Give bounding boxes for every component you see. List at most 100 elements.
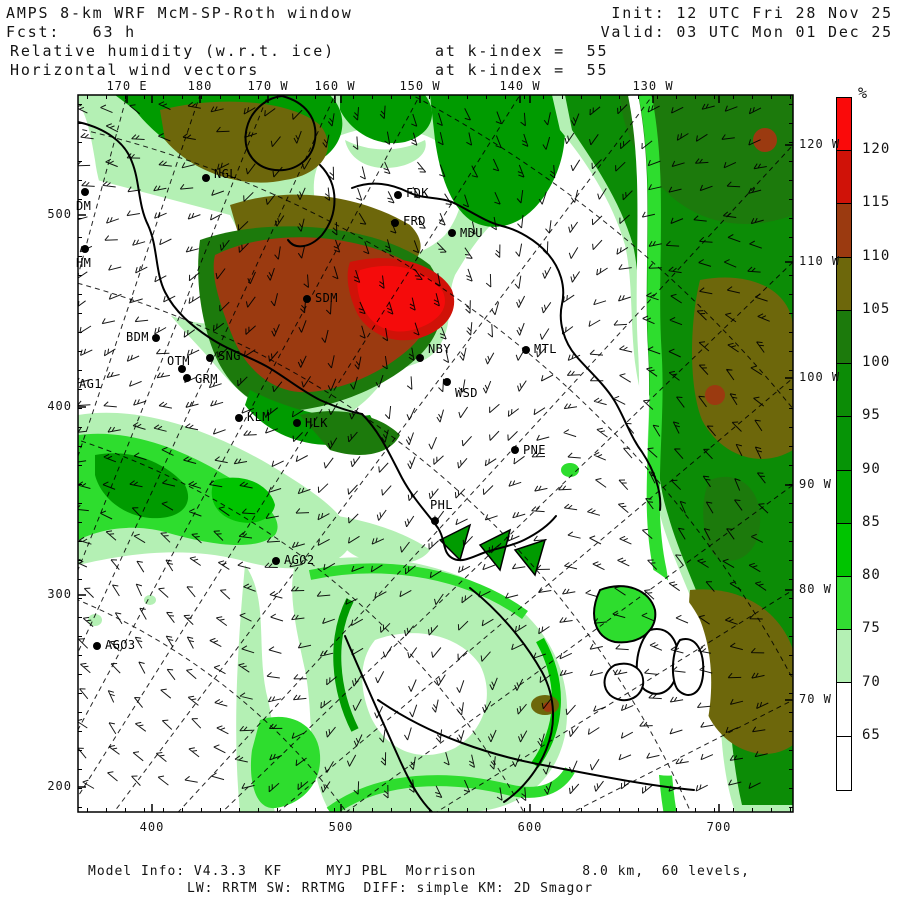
wind-barbs (78, 101, 770, 801)
station-label: AGO2 (284, 553, 315, 567)
station-dot (293, 419, 301, 427)
station-label: KLM (247, 410, 270, 424)
colorbar-tick-label: 65 (862, 726, 881, 743)
station-dot (303, 295, 311, 303)
station-label: NBY (428, 342, 451, 356)
colorbar-segment (837, 630, 851, 684)
colorbar (836, 97, 852, 791)
plot-title: AMPS 8-km WRF McM-SP-Roth window (6, 4, 353, 22)
station-dot (81, 188, 89, 196)
colorbar-tick-label: 115 (862, 194, 891, 211)
station-dot (183, 374, 191, 382)
station-dot (178, 365, 186, 373)
bottom-gridpoint-label: 700 (706, 820, 732, 834)
colorbar-tick-label: 95 (862, 407, 881, 424)
right-longitude-label: 110 W (799, 254, 841, 268)
top-longitude-label: 160 W (314, 79, 356, 93)
station-dot (511, 446, 519, 454)
station-label: NGL (214, 167, 237, 181)
station-label: HLK (305, 416, 328, 430)
colorbar-segment (837, 523, 851, 577)
top-longitude-label: 150 W (399, 79, 441, 93)
colorbar-segment (837, 683, 851, 737)
top-longitude-label: 140 W (499, 79, 541, 93)
init-time: Init: 12 UTC Fri 28 Nov 25 (611, 4, 893, 22)
station-label: PHL (430, 498, 453, 512)
colorbar-tick-label: 90 (862, 460, 881, 477)
station-dot (522, 346, 530, 354)
station-label: MDU (460, 226, 483, 240)
colorbar-segment (837, 98, 851, 152)
station-dot (443, 378, 451, 386)
colorbar-tick-label: 110 (862, 247, 891, 264)
left-gridpoint-label: 400 (47, 399, 72, 413)
station-label: MTL (534, 342, 557, 356)
station-dot (93, 642, 101, 650)
station-label: PNE (523, 443, 546, 457)
station-label: HM (76, 256, 92, 270)
station-dot (272, 557, 280, 565)
station-dot (391, 219, 399, 227)
station-label: SDM (315, 291, 338, 305)
left-gridpoint-label: 500 (47, 207, 72, 221)
right-longitude-label: 80 W (799, 582, 832, 596)
colorbar-tick-label: 70 (862, 673, 881, 690)
bottom-gridpoint-label: 500 (328, 820, 354, 834)
model-info-line1: Model Info: V4.3.3 KF MYJ PBL Morrison 8… (88, 864, 750, 879)
station-label: FDK (406, 186, 429, 200)
map-frame (77, 94, 794, 813)
level-line-2: at k-index = 55 (435, 61, 609, 79)
left-gridpoint-label: 200 (47, 779, 72, 793)
left-gridpoint-label: 300 (47, 587, 72, 601)
forecast-hour: Fcst: 63 h (6, 23, 136, 41)
top-longitude-label: 170 E (106, 79, 148, 93)
station-label: WSD (455, 386, 478, 400)
top-longitude-label: 130 W (632, 79, 674, 93)
field-name-rh: Relative humidity (w.r.t. ice) (10, 42, 335, 60)
level-line-1: at k-index = 55 (435, 42, 609, 60)
colorbar-segment (837, 364, 851, 418)
colorbar-tick-label: 105 (862, 300, 891, 317)
colorbar-segment (837, 417, 851, 471)
station-dot (81, 245, 89, 253)
right-longitude-label: 90 W (799, 477, 832, 491)
right-longitude-label: 120 W (799, 137, 841, 151)
colorbar-segment (837, 257, 851, 311)
colorbar-segment (837, 576, 851, 631)
station-dot (448, 229, 456, 237)
colorbar-segment (837, 470, 851, 524)
coastlines (78, 95, 695, 812)
colorbar-unit: % (858, 84, 869, 102)
field-name-wind: Horizontal wind vectors (10, 61, 260, 79)
valid-time: Valid: 03 UTC Mon 01 Dec 25 (600, 23, 893, 41)
station-dot (416, 354, 424, 362)
colorbar-tick-label: 75 (862, 620, 881, 637)
station-dot (206, 354, 214, 362)
colorbar-tick-label: 80 (862, 567, 881, 584)
top-longitude-label: 180 (187, 79, 213, 93)
station-dot (431, 517, 439, 525)
station-dot (152, 334, 160, 342)
colorbar-tick-label: 100 (862, 354, 891, 371)
station-label: AG1 (79, 377, 102, 391)
station-label: SNG (218, 349, 241, 363)
station-label: FRD (403, 214, 426, 228)
station-label: OTM (167, 354, 190, 368)
station-label: GRM (195, 372, 218, 386)
colorbar-tick-label: 85 (862, 513, 881, 530)
bottom-gridpoint-label: 600 (517, 820, 543, 834)
bottom-gridpoint-label: 400 (139, 820, 165, 834)
colorbar-segment (837, 204, 851, 258)
colorbar-tick-label: 120 (862, 141, 891, 158)
right-longitude-label: 70 W (799, 692, 832, 706)
station-dot (394, 191, 402, 199)
colorbar-segment (837, 151, 851, 205)
colorbar-segment (837, 310, 851, 365)
model-info-line2: LW: RRTM SW: RRTMG DIFF: simple KM: 2D S… (187, 881, 594, 896)
station-label: AGO3 (105, 638, 136, 652)
station-dot (202, 174, 210, 182)
station-label: DM (76, 199, 92, 213)
